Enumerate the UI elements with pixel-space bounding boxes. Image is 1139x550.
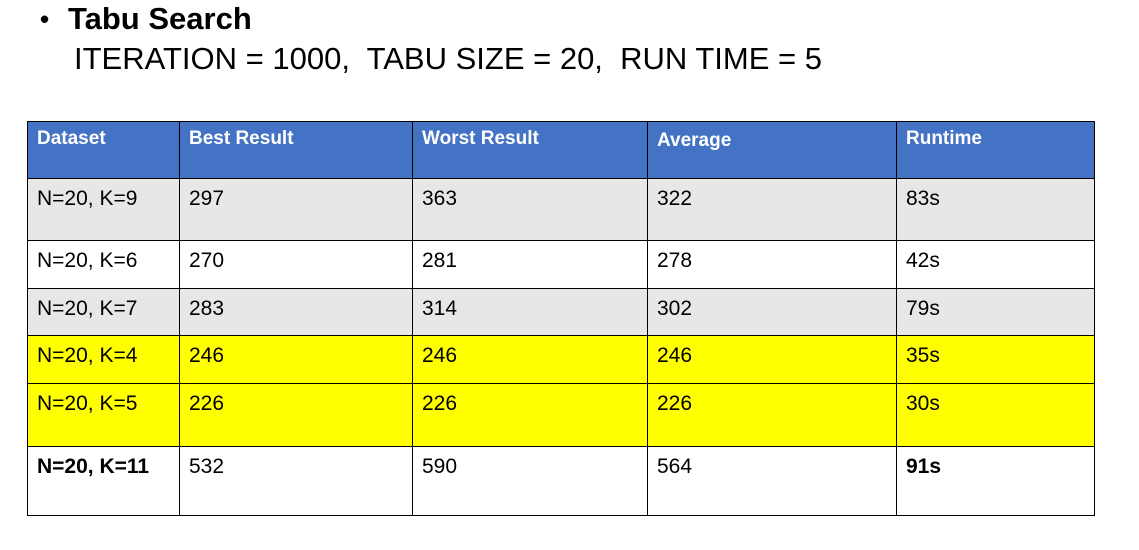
cell-average: 246 xyxy=(647,335,897,384)
header-dataset: Dataset xyxy=(27,121,180,179)
header-worst-result: Worst Result xyxy=(412,121,648,179)
cell-worst: 226 xyxy=(412,383,648,447)
header-average: Average xyxy=(647,121,897,179)
header-runtime: Runtime xyxy=(896,121,1095,179)
results-table: Dataset Best Result Worst Result Average… xyxy=(27,121,1095,516)
cell-average: 278 xyxy=(647,240,897,289)
cell-worst: 246 xyxy=(412,335,648,384)
cell-runtime: 91s xyxy=(896,446,1095,516)
table-row: N=20, K=11 532 590 564 91s xyxy=(27,446,1095,516)
cell-dataset: N=20, K=9 xyxy=(27,178,180,241)
cell-worst: 590 xyxy=(412,446,648,516)
table-row: N=20, K=6 270 281 278 42s xyxy=(27,240,1095,289)
cell-dataset: N=20, K=7 xyxy=(27,288,180,336)
header-best-result: Best Result xyxy=(179,121,413,179)
table-row: N=20, K=9 297 363 322 83s xyxy=(27,178,1095,241)
bullet-icon: • xyxy=(40,4,50,34)
slide-title: Tabu Search xyxy=(68,1,252,36)
cell-dataset: N=20, K=4 xyxy=(27,335,180,384)
cell-dataset: N=20, K=5 xyxy=(27,383,180,447)
cell-dataset: N=20, K=11 xyxy=(27,446,180,516)
cell-average: 302 xyxy=(647,288,897,336)
cell-dataset: N=20, K=6 xyxy=(27,240,180,289)
table-row: N=20, K=7 283 314 302 79s xyxy=(27,288,1095,336)
cell-runtime: 42s xyxy=(896,240,1095,289)
cell-runtime: 30s xyxy=(896,383,1095,447)
cell-best: 283 xyxy=(179,288,413,336)
cell-average: 322 xyxy=(647,178,897,241)
cell-average: 564 xyxy=(647,446,897,516)
cell-runtime: 83s xyxy=(896,178,1095,241)
table-row: N=20, K=5 226 226 226 30s xyxy=(27,383,1095,447)
cell-runtime: 35s xyxy=(896,335,1095,384)
cell-best: 297 xyxy=(179,178,413,241)
cell-best: 226 xyxy=(179,383,413,447)
cell-best: 532 xyxy=(179,446,413,516)
cell-runtime: 79s xyxy=(896,288,1095,336)
cell-worst: 363 xyxy=(412,178,648,241)
slide-heading: • Tabu Search xyxy=(40,0,252,38)
table-row: N=20, K=4 246 246 246 35s xyxy=(27,335,1095,384)
cell-worst: 281 xyxy=(412,240,648,289)
table-header-row: Dataset Best Result Worst Result Average… xyxy=(27,121,1095,179)
cell-best: 246 xyxy=(179,335,413,384)
cell-worst: 314 xyxy=(412,288,648,336)
cell-average: 226 xyxy=(647,383,897,447)
cell-best: 270 xyxy=(179,240,413,289)
parameters-line: ITERATION = 1000, TABU SIZE = 20, RUN TI… xyxy=(74,41,822,76)
